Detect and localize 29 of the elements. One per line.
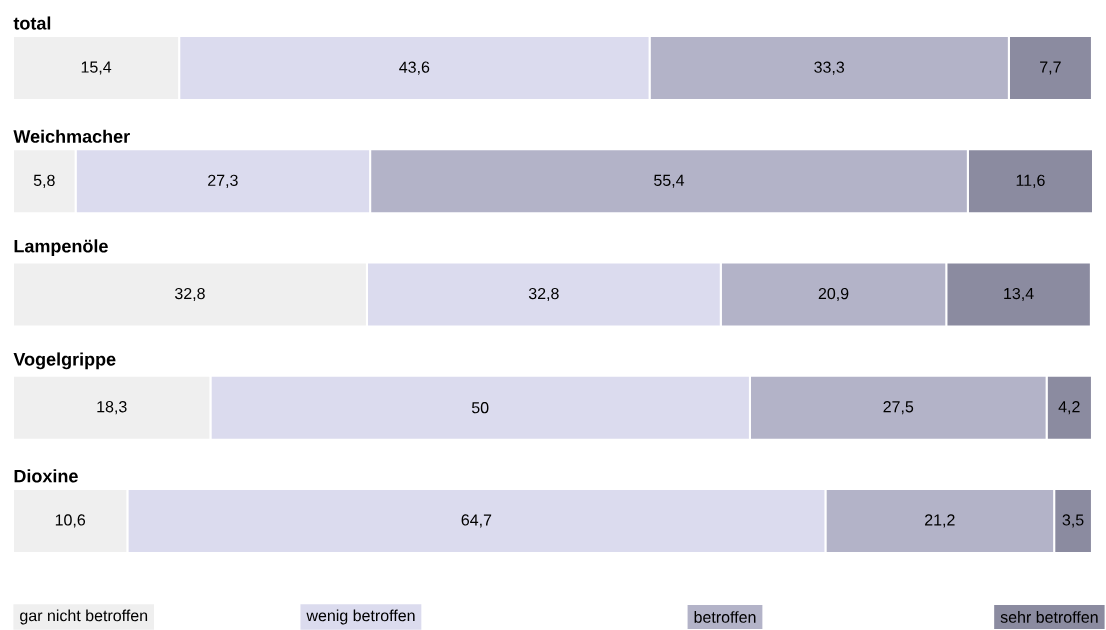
y-tick-label: Lampenöle [14, 239, 108, 257]
data-label: 64,7 [461, 514, 492, 528]
data-label: 32,8 [528, 287, 559, 302]
data-label: 4,2 [1058, 401, 1080, 415]
data-label: 10,6 [55, 514, 86, 528]
data-label: 21,2 [925, 514, 955, 528]
data-label: 11,6 [1016, 174, 1045, 188]
text: gar nicht betroffen [20, 609, 148, 625]
y-tick-label: total [13, 16, 51, 30]
text: sehr betroffen [1000, 611, 1098, 623]
data-label: 18,3 [97, 401, 127, 415]
data-label: 50 [471, 402, 489, 414]
data-label: 43,6 [399, 61, 430, 75]
data-label: 5,8 [33, 174, 55, 188]
data-label: 55,4 [654, 174, 685, 188]
data-label: 27,5 [883, 401, 914, 415]
text: betroffen [694, 611, 756, 623]
data-label: 13,4 [1004, 287, 1034, 302]
data-label: 32,8 [174, 287, 205, 302]
data-label: 7,7 [1040, 61, 1061, 75]
data-label: 33,3 [814, 61, 845, 75]
data-label: 3,5 [1062, 514, 1084, 528]
data-label: 27,3 [208, 174, 238, 188]
text: wenig betroffen [306, 609, 415, 625]
y-tick-label: Dioxine [14, 469, 78, 483]
data-label: 20,9 [818, 287, 849, 302]
data-label: 15,4 [81, 61, 112, 75]
y-tick-label: Weichmacher [13, 129, 130, 143]
y-tick-label: Vogelgrippe [13, 352, 116, 370]
